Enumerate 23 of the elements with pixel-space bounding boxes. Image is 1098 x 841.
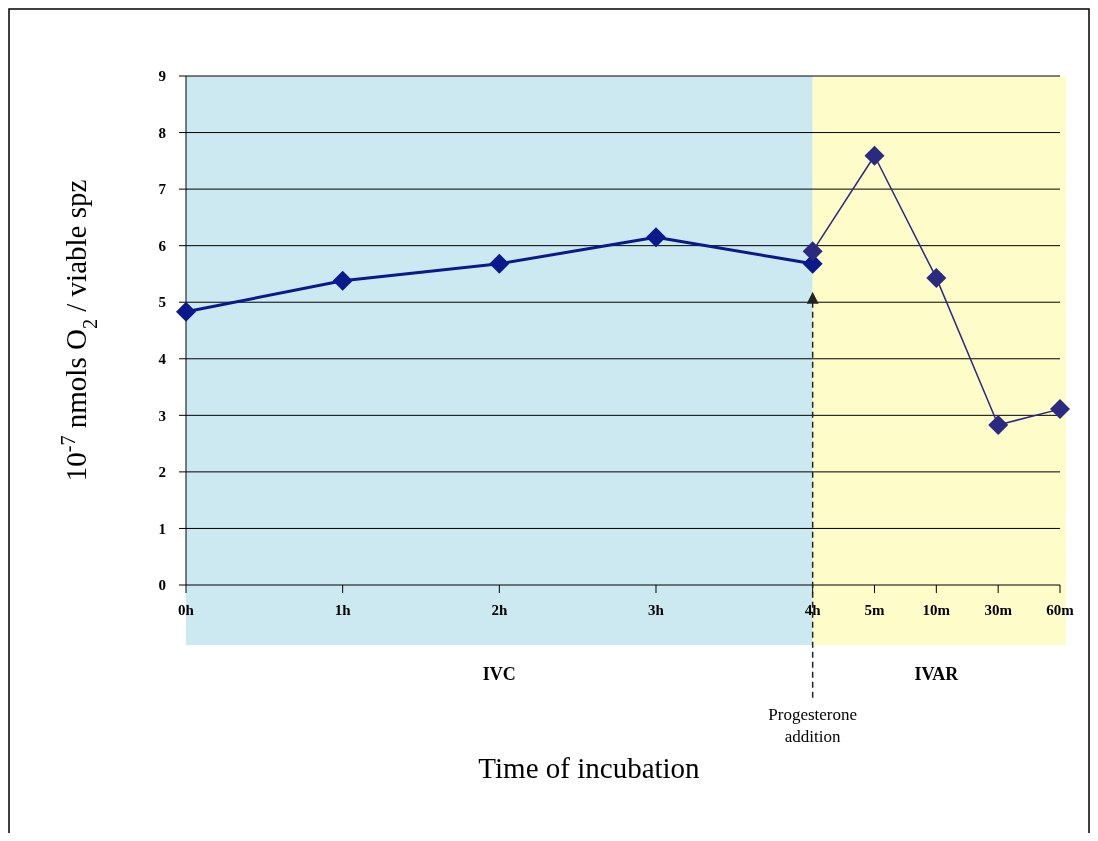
band-label: IVAR <box>914 664 960 684</box>
x-tick-label: 5m <box>864 602 885 618</box>
x-tick-label: 4h <box>804 602 822 618</box>
x-tick-label: 30m <box>984 602 1013 618</box>
y-tick-label: 9 <box>158 68 166 85</box>
x-tick-label: 0h <box>178 602 195 618</box>
y-tick-label: 7 <box>158 181 167 198</box>
y-tick-label: 8 <box>158 124 166 141</box>
y-tick-label: 5 <box>158 294 166 311</box>
y-tick-label: 1 <box>158 520 166 537</box>
x-tick-label: 60m <box>1046 602 1075 618</box>
y-tick-label: 0 <box>158 577 166 594</box>
x-tick-label: 2h <box>491 602 508 618</box>
x-tick-label: 1h <box>334 602 352 618</box>
y-tick-label: 2 <box>158 464 166 481</box>
x-tick-label: 3h <box>648 602 665 618</box>
x-tick-label: 10m <box>922 602 951 618</box>
band-label: IVC <box>482 664 516 684</box>
y-tick-label: 3 <box>158 407 166 424</box>
y-tick-label: 6 <box>158 237 167 254</box>
ref-line-label: Progesterone addition <box>768 705 858 746</box>
y-tick-label: 4 <box>158 351 167 368</box>
x-axis-title: Time of incubation <box>478 752 701 784</box>
